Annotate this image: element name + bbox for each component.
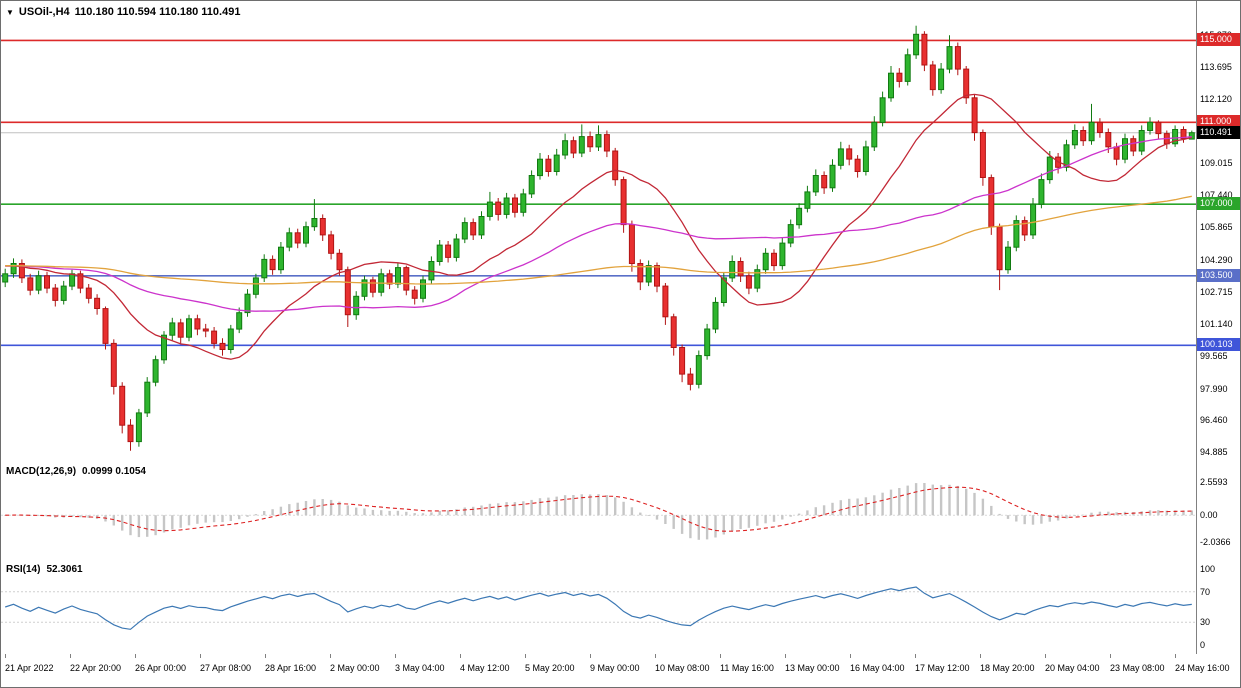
time-axis[interactable]: 21 Apr 2022 22 Apr 20:00 26 Apr 00:00 27 Ap… — [1, 654, 1240, 687]
time-tickmark — [395, 654, 396, 658]
time-axis-label: 9 May 00:00 — [590, 663, 640, 673]
price-axis[interactable]: 115.270113.695112.120109.015107.440105.8… — [1196, 1, 1240, 463]
time-tickmark — [915, 654, 916, 658]
axis-tick: 104.290 — [1200, 254, 1233, 265]
macd-name: MACD(12,26,9) — [6, 466, 77, 477]
time-tickmark — [1045, 654, 1046, 658]
time-tickmark — [655, 654, 656, 658]
time-tickmark — [525, 654, 526, 658]
axis-tick: 97.990 — [1200, 383, 1228, 394]
macd-values: 0.0999 0.1054 — [82, 466, 146, 477]
chart-title: ▼ USOil-,H4 110.180 110.594 110.180 110.… — [6, 6, 240, 18]
time-tickmark — [980, 654, 981, 658]
axis-tick: 96.460 — [1200, 414, 1228, 425]
axis-tick: 105.865 — [1200, 222, 1233, 233]
axis-tick: 102.715 — [1200, 286, 1233, 297]
time-axis-label: 16 May 04:00 — [850, 663, 905, 673]
time-tickmark — [200, 654, 201, 658]
time-axis-label: 3 May 04:00 — [395, 663, 445, 673]
macd-label: MACD(12,26,9) 0.0999 0.1054 — [6, 466, 146, 477]
time-tickmark — [460, 654, 461, 658]
axis-tick: -2.0366 — [1200, 536, 1231, 547]
rsi-label: RSI(14) 52.3061 — [6, 564, 83, 575]
price-tag: 115.000 — [1197, 33, 1240, 47]
macd-panel: MACD(12,26,9) 0.0999 0.1054 2.5593 0.00 -2… — [1, 463, 1240, 562]
axis-tick: 109.015 — [1200, 157, 1233, 168]
macd-canvas[interactable] — [1, 463, 1196, 561]
time-tickmark — [720, 654, 721, 658]
candles-layer — [2, 25, 1195, 451]
axis-tick: 94.885 — [1200, 447, 1228, 458]
rsi-value: 52.3061 — [46, 564, 83, 575]
main-chart-panel: ▼ USOil-,H4 110.180 110.594 110.180 110.… — [1, 1, 1240, 464]
time-axis-label: 21 Apr 2022 — [5, 663, 54, 673]
price-tag: 107.000 — [1197, 197, 1240, 211]
time-axis-label: 26 Apr 00:00 — [135, 663, 187, 673]
price-tag: 100.103 — [1197, 338, 1240, 352]
time-axis-label: 22 Apr 20:00 — [70, 663, 122, 673]
rsi-name: RSI(14) — [6, 564, 41, 575]
axis-tick: 113.695 — [1200, 62, 1232, 73]
macd-histogram — [4, 483, 1193, 540]
rsi-panel: RSI(14) 52.3061 100 70 30 0 — [1, 561, 1240, 655]
axis-tick: 30 — [1200, 617, 1211, 628]
time-axis-label: 10 May 08:00 — [655, 663, 710, 673]
axis-tick: 99.565 — [1200, 351, 1228, 362]
rsi-canvas[interactable] — [1, 561, 1196, 654]
macd-signal-line — [5, 486, 1192, 532]
axis-tick: 101.140 — [1200, 319, 1233, 330]
price-tag: 110.491 — [1197, 125, 1240, 139]
symbol-dropdown-icon[interactable]: ▼ — [6, 7, 14, 17]
price-tag: 111.000 — [1197, 115, 1240, 129]
time-tickmark — [785, 654, 786, 658]
axis-tick: 0.00 — [1200, 510, 1218, 521]
time-axis-label: 17 May 12:00 — [915, 663, 970, 673]
time-axis-label: 27 Apr 08:00 — [200, 663, 252, 673]
time-axis-label: 23 May 08:00 — [1110, 663, 1165, 673]
axis-tick: 112.120 — [1200, 94, 1232, 105]
axis-tick: 100 — [1200, 564, 1216, 574]
time-axis-label: 20 May 04:00 — [1045, 663, 1100, 673]
time-axis-label: 24 May 16:00 — [1175, 663, 1230, 673]
time-tickmark — [1110, 654, 1111, 658]
time-axis-label: 18 May 20:00 — [980, 663, 1035, 673]
time-axis-label: 13 May 00:00 — [785, 663, 840, 673]
time-tickmark — [70, 654, 71, 658]
price-chart-canvas[interactable] — [1, 1, 1196, 463]
symbol-period-label: USOil-,H4 — [18, 6, 70, 18]
time-tickmark — [330, 654, 331, 658]
axis-tick: 70 — [1200, 586, 1211, 597]
time-tickmark — [5, 654, 6, 658]
level-lines-layer — [1, 39, 1196, 347]
time-tickmark — [850, 654, 851, 658]
time-axis-label: 4 May 12:00 — [460, 663, 510, 673]
time-axis-label: 11 May 16:00 — [720, 663, 774, 673]
rsi-levels — [1, 591, 1196, 623]
ohlc-readout: 110.180 110.594 110.180 110.491 — [74, 6, 241, 18]
axis-tick: 2.5593 — [1200, 477, 1228, 488]
rsi-line — [5, 586, 1192, 630]
time-tickmark — [1175, 654, 1176, 658]
axis-tick: 107.440 — [1200, 190, 1233, 201]
time-tickmark — [265, 654, 266, 658]
price-tag: 103.500 — [1197, 268, 1240, 282]
time-tickmark — [135, 654, 136, 658]
time-tickmark — [590, 654, 591, 658]
rsi-axis[interactable]: 100 70 30 0 — [1196, 561, 1240, 654]
time-axis-label: 2 May 00:00 — [330, 663, 380, 673]
time-axis-label: 5 May 20:00 — [525, 663, 575, 673]
time-axis-label: 28 Apr 16:00 — [265, 663, 317, 673]
moving-averages-layer — [5, 93, 1192, 360]
macd-axis[interactable]: 2.5593 0.00 -2.0366 — [1196, 463, 1240, 561]
axis-tick: 0 — [1200, 640, 1206, 650]
